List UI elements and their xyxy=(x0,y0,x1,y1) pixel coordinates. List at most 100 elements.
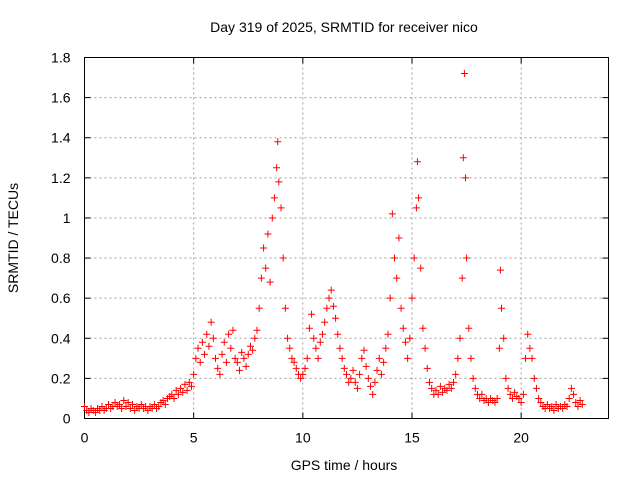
data-point xyxy=(316,338,324,346)
data-point xyxy=(98,402,106,410)
data-point xyxy=(423,364,431,372)
points-layer xyxy=(81,70,586,416)
data-point xyxy=(373,366,381,374)
data-point xyxy=(227,344,235,352)
data-point xyxy=(508,394,516,402)
x-tick-label: 20 xyxy=(513,430,529,446)
data-point xyxy=(187,382,195,390)
data-point xyxy=(277,204,285,212)
data-point xyxy=(205,342,213,350)
data-point xyxy=(463,254,471,262)
data-point xyxy=(340,364,348,372)
data-point xyxy=(185,378,193,386)
data-point xyxy=(120,396,128,404)
y-tick-label: 1.8 xyxy=(51,50,71,66)
x-tick-label: 5 xyxy=(190,430,198,446)
data-point xyxy=(270,194,278,202)
grid-layer xyxy=(84,57,609,419)
data-point xyxy=(327,286,335,294)
data-point xyxy=(284,334,292,342)
data-point xyxy=(371,378,379,386)
data-point xyxy=(194,344,202,352)
data-point xyxy=(325,294,333,302)
data-point xyxy=(218,350,226,358)
data-point xyxy=(535,394,543,402)
data-point xyxy=(530,374,538,382)
data-point xyxy=(174,390,182,398)
data-point xyxy=(347,374,355,382)
data-point xyxy=(236,366,244,374)
data-point xyxy=(567,384,575,392)
data-point xyxy=(137,400,145,408)
data-point xyxy=(434,390,442,398)
y-axis-label: SRMTID / TECUs xyxy=(5,183,21,293)
data-point xyxy=(244,350,252,358)
data-point xyxy=(550,406,558,414)
data-point xyxy=(552,400,560,408)
data-point xyxy=(570,390,578,398)
data-point xyxy=(264,230,272,238)
data-point xyxy=(572,398,580,406)
data-point xyxy=(177,384,185,392)
data-point xyxy=(578,400,586,408)
data-point xyxy=(345,378,353,386)
data-point xyxy=(511,388,519,396)
data-point xyxy=(159,396,167,404)
data-point xyxy=(251,334,259,342)
data-point xyxy=(401,338,409,346)
data-point xyxy=(207,318,215,326)
data-point xyxy=(179,388,187,396)
data-point xyxy=(413,158,421,166)
data-point xyxy=(297,374,305,382)
data-point xyxy=(386,294,394,302)
data-point xyxy=(491,398,499,406)
data-point xyxy=(257,274,265,282)
data-point xyxy=(181,380,189,388)
data-point xyxy=(421,344,429,352)
data-point xyxy=(268,214,276,222)
data-point xyxy=(290,358,298,366)
data-point xyxy=(155,402,163,410)
data-point xyxy=(336,344,344,352)
data-point xyxy=(183,386,191,394)
data-point xyxy=(286,344,294,352)
data-point xyxy=(124,398,132,406)
data-point xyxy=(91,408,99,416)
x-tick-label: 10 xyxy=(295,430,311,446)
data-point xyxy=(532,384,540,392)
data-point xyxy=(526,344,534,352)
data-point xyxy=(543,400,551,408)
data-point xyxy=(415,194,423,202)
data-point xyxy=(454,354,462,362)
data-point xyxy=(305,324,313,332)
data-point xyxy=(233,358,241,366)
data-point xyxy=(388,210,396,218)
data-point xyxy=(439,388,447,396)
data-point xyxy=(493,394,501,402)
data-point xyxy=(321,318,329,326)
data-point xyxy=(428,384,436,392)
data-point xyxy=(334,330,342,338)
data-point xyxy=(279,254,287,262)
data-point xyxy=(308,310,316,318)
data-point xyxy=(502,374,510,382)
data-point xyxy=(353,384,361,392)
data-point xyxy=(131,406,139,414)
data-point xyxy=(242,362,250,370)
data-point xyxy=(417,264,425,272)
data-point xyxy=(318,330,326,338)
data-point xyxy=(161,400,169,408)
data-point xyxy=(369,390,377,398)
y-tick-label: 1 xyxy=(63,210,71,226)
data-point xyxy=(484,398,492,406)
data-point xyxy=(220,338,228,346)
data-point xyxy=(384,330,392,338)
data-point xyxy=(274,138,282,146)
data-point xyxy=(382,344,390,352)
data-point xyxy=(150,400,158,408)
data-point xyxy=(447,384,455,392)
y-tick-label: 0 xyxy=(63,411,71,427)
data-point xyxy=(118,404,126,412)
data-point xyxy=(406,334,414,342)
data-point xyxy=(196,358,204,366)
